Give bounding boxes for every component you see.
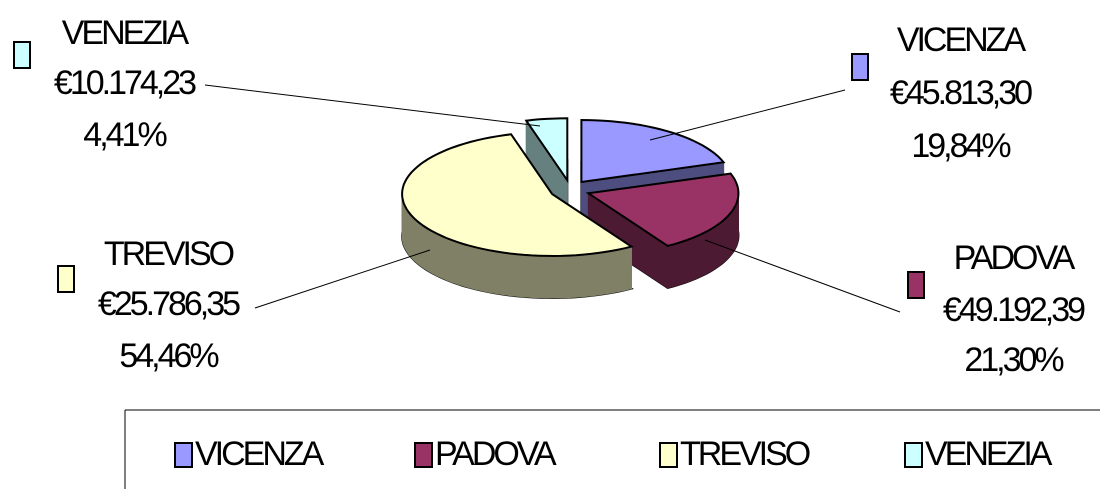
slice-side xyxy=(701,230,707,277)
slice-side xyxy=(582,253,592,298)
legend-swatch xyxy=(904,442,923,468)
slice-side xyxy=(679,239,687,286)
slice-side xyxy=(531,254,540,299)
value-label: 19,84% xyxy=(911,127,1011,165)
slice-top xyxy=(401,133,634,258)
amount-label: €10.174,23 xyxy=(54,64,196,102)
amount-label: €49.192,39 xyxy=(943,291,1085,329)
legend-label: VICENZA xyxy=(195,435,325,473)
category-label: VENEZIA xyxy=(62,14,190,52)
value-label: 21,30% xyxy=(964,341,1064,379)
slice-top xyxy=(524,117,569,184)
slice-side xyxy=(495,250,504,296)
label-key xyxy=(13,41,31,69)
category-label: VICENZA xyxy=(897,21,1027,59)
slice-side xyxy=(451,239,458,285)
legend-swatch xyxy=(414,442,433,468)
slice-side xyxy=(509,252,518,297)
slice-side xyxy=(419,222,424,269)
slice-side xyxy=(714,223,720,270)
slice-side xyxy=(667,243,675,289)
slice-side xyxy=(604,250,613,295)
slice-side xyxy=(456,241,464,287)
slice-side xyxy=(445,237,453,283)
legend-swatch xyxy=(174,442,193,468)
slice-side xyxy=(538,255,547,299)
slice-side xyxy=(545,255,555,299)
slice-side xyxy=(502,251,511,297)
slice-side xyxy=(624,245,632,291)
label-key xyxy=(57,265,75,293)
slice-side xyxy=(475,246,483,292)
value-label: 54,46% xyxy=(119,337,219,375)
slice-side xyxy=(617,247,626,293)
slice-side xyxy=(696,233,703,280)
slice-side xyxy=(611,248,619,294)
slice-side xyxy=(718,220,723,268)
category-label: TREVISO xyxy=(104,235,234,273)
slice-side xyxy=(590,252,599,297)
slice-side xyxy=(468,245,477,290)
value-label: 4,41% xyxy=(83,116,167,154)
slice-side xyxy=(690,235,697,282)
slice-side xyxy=(488,249,497,294)
slice-side xyxy=(705,228,712,275)
slice-side xyxy=(685,237,692,284)
slice-side xyxy=(431,230,437,277)
amount-label: €25.786,35 xyxy=(98,285,240,323)
slice-side xyxy=(597,251,606,296)
slice-side xyxy=(423,224,428,272)
slice-side xyxy=(435,232,442,279)
slice-side xyxy=(673,241,681,287)
slice-side xyxy=(440,234,447,281)
leader-line xyxy=(649,89,846,141)
slice-side xyxy=(568,254,577,299)
slice-side xyxy=(523,254,533,298)
leader-line xyxy=(254,249,431,309)
slice-side xyxy=(481,248,490,293)
category-label: PADOVA xyxy=(954,239,1076,277)
label-key xyxy=(851,53,869,81)
legend-label: TREVISO xyxy=(680,435,810,473)
legend-label: VENEZIA xyxy=(925,435,1053,473)
slice-side xyxy=(516,253,525,298)
legend-label: PADOVA xyxy=(435,435,557,473)
slice-side xyxy=(560,255,570,299)
slice xyxy=(401,132,634,300)
amount-label: €45.813,30 xyxy=(890,74,1032,112)
legend-swatch xyxy=(659,442,678,468)
leader-line xyxy=(704,239,901,313)
leader-line xyxy=(204,84,541,127)
label-key xyxy=(907,271,925,299)
slice-top xyxy=(585,172,740,247)
slice-top xyxy=(580,118,726,184)
slice-side xyxy=(553,255,562,299)
slice xyxy=(585,172,740,289)
slice-side xyxy=(575,254,584,298)
slice-side xyxy=(462,243,470,289)
slice-side xyxy=(710,225,716,273)
